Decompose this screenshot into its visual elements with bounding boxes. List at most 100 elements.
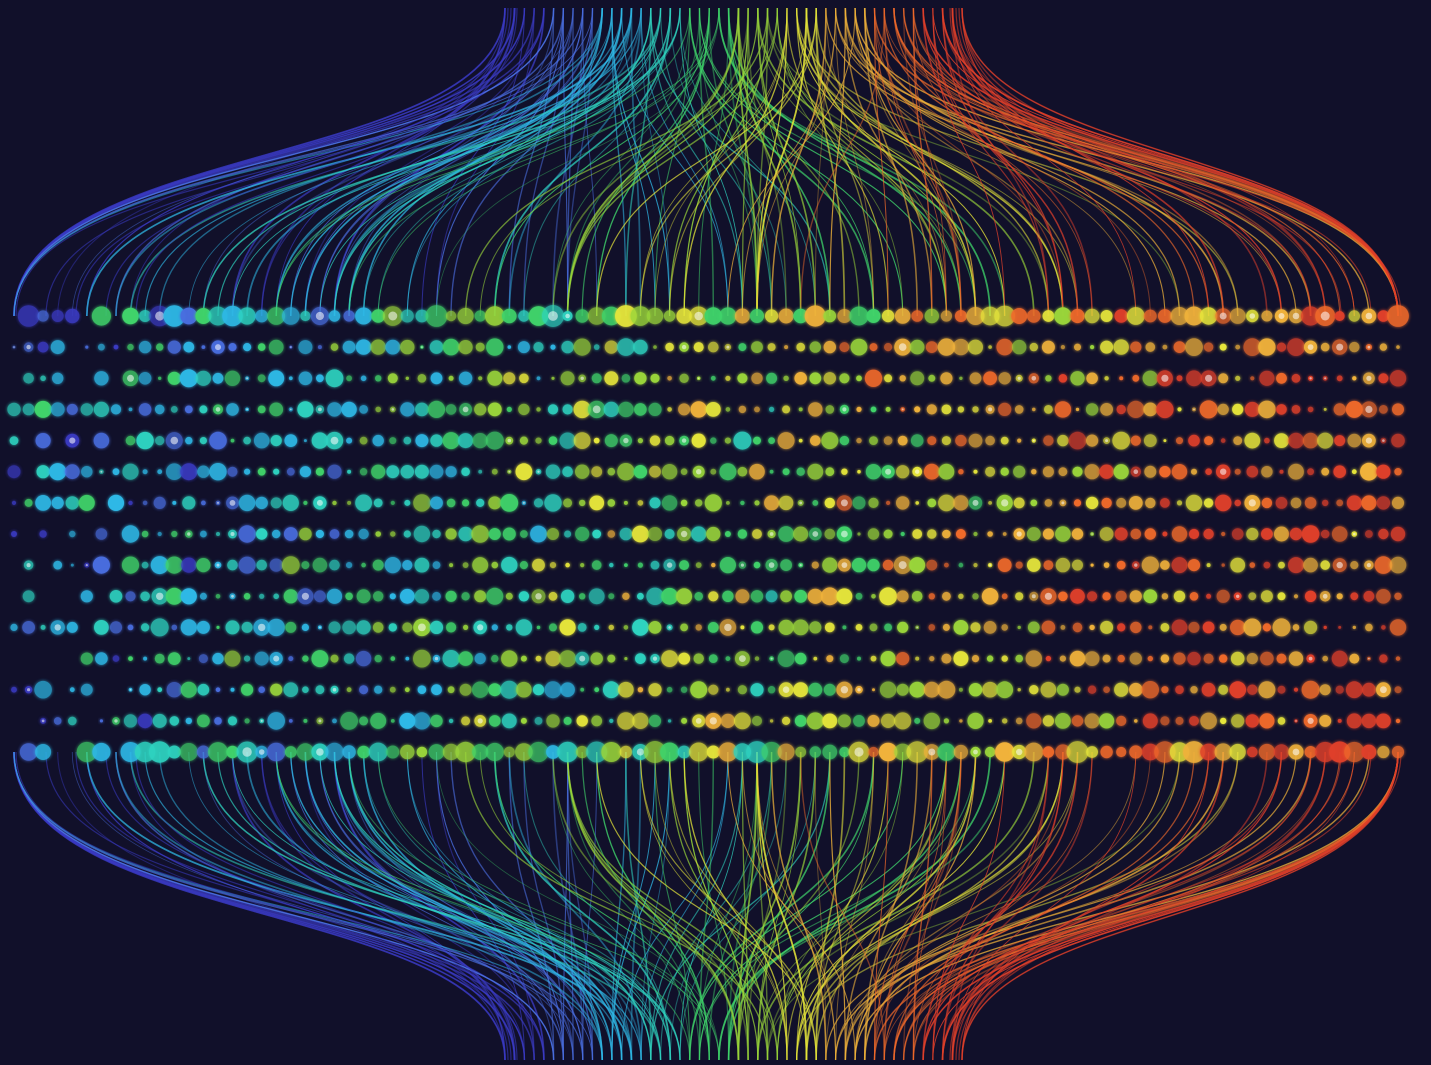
grid-dot: [1365, 530, 1373, 538]
top-strand: [835, 7, 1282, 317]
grid-dot: [316, 374, 324, 383]
grid-dot: [269, 402, 284, 417]
grid-dot: [726, 687, 730, 692]
grid-dot: [1246, 527, 1259, 541]
grid-dot: [1376, 713, 1391, 729]
grid-dot: [140, 591, 150, 602]
grid-dot-highlight: [332, 687, 337, 692]
grid-dot: [19, 743, 38, 761]
grid-dot: [679, 373, 689, 383]
grid-dot: [1143, 434, 1157, 447]
grid-dot: [544, 494, 562, 512]
grid-dot: [1114, 527, 1128, 541]
grid-dot: [724, 531, 731, 537]
grid-dot: [886, 500, 891, 505]
grid-dot: [676, 308, 692, 324]
grid-dot: [461, 592, 470, 601]
grid-dot: [826, 655, 834, 663]
grid-dot: [1143, 402, 1158, 417]
grid-dot: [733, 431, 752, 450]
grid-dot: [165, 587, 183, 605]
bottom-strand: [951, 751, 1137, 1061]
grid-dot: [474, 310, 486, 322]
grid-dot: [665, 342, 674, 352]
grid-dot: [926, 559, 938, 571]
top-strand: [334, 7, 593, 317]
grid-dot: [1391, 433, 1405, 448]
grid-dot: [1258, 743, 1275, 761]
grid-dot: [78, 494, 95, 511]
grid-dot: [1042, 715, 1054, 727]
grid-dot: [121, 525, 140, 543]
grid-dot: [971, 655, 980, 663]
grid-dot: [690, 401, 707, 418]
grid-dot-highlight: [841, 562, 848, 568]
grid-dot: [1247, 684, 1258, 695]
grid-dot: [561, 340, 574, 354]
grid-dot: [503, 372, 516, 385]
bottom-strand: [747, 751, 787, 1061]
grid-dot: [39, 530, 47, 538]
top-strand: [493, 7, 672, 317]
grid-dot: [7, 402, 21, 417]
grid-dot: [695, 624, 702, 631]
grid-dot: [201, 345, 206, 349]
bottom-strand: [611, 751, 656, 1061]
grid-dot: [1387, 305, 1409, 327]
grid-dot: [1134, 719, 1138, 723]
grid-dot: [1243, 338, 1262, 356]
bottom-strand: [13, 751, 526, 1061]
grid-dot: [646, 307, 664, 325]
grid-dot-highlight: [1367, 345, 1371, 349]
grid-dot: [472, 557, 489, 574]
grid-dot: [125, 591, 136, 602]
grid-dot: [1188, 621, 1200, 633]
grid-dot: [1377, 745, 1390, 759]
grid-dot-highlight: [1336, 343, 1344, 351]
grid-dot-highlight: [1016, 748, 1023, 756]
grid-dot: [429, 620, 444, 635]
grid-dot: [405, 656, 410, 661]
top-strand: [640, 7, 729, 317]
grid-dot-highlight: [782, 686, 790, 693]
bottom-strand: [776, 751, 976, 1061]
grid-dot: [1293, 594, 1299, 599]
bottom-strand: [864, 751, 977, 1061]
grid-dot: [400, 465, 414, 479]
grid-dot: [915, 501, 919, 505]
grid-dot: [301, 561, 310, 570]
top-strand: [319, 7, 662, 317]
top-strand: [747, 7, 787, 317]
grid-dot: [1245, 714, 1260, 728]
grid-dot: [208, 306, 228, 326]
grid-dot: [1072, 622, 1083, 633]
grid-dot: [355, 494, 372, 512]
grid-dot: [808, 682, 823, 697]
grid-dot: [536, 376, 541, 381]
grid-dot-highlight: [229, 500, 236, 506]
grid-dot: [491, 654, 499, 663]
grid-dot: [980, 306, 1000, 326]
grid-dot: [735, 589, 750, 604]
grid-dot: [793, 682, 809, 698]
grid-dot: [241, 621, 253, 633]
grid-dot: [820, 587, 839, 606]
grid-dot: [766, 372, 778, 384]
grid-dot: [883, 529, 893, 539]
grid-dot: [258, 686, 266, 693]
grid-dot: [282, 307, 300, 325]
grid-dot-highlight: [681, 344, 687, 350]
top-strand: [75, 7, 512, 317]
grid-dot-highlight: [290, 346, 292, 348]
grid-dot: [648, 714, 662, 728]
grid-dot: [1090, 563, 1094, 567]
grid-dot: [1203, 498, 1214, 508]
grid-dot-highlight: [928, 748, 936, 756]
grid-dot: [107, 494, 125, 511]
top-strand: [611, 7, 671, 317]
grid-dot: [1290, 497, 1302, 509]
grid-dot-highlight: [1249, 313, 1256, 319]
grid-dot: [1142, 713, 1158, 729]
grid-dot: [842, 625, 847, 630]
grid-dot: [1304, 746, 1317, 758]
